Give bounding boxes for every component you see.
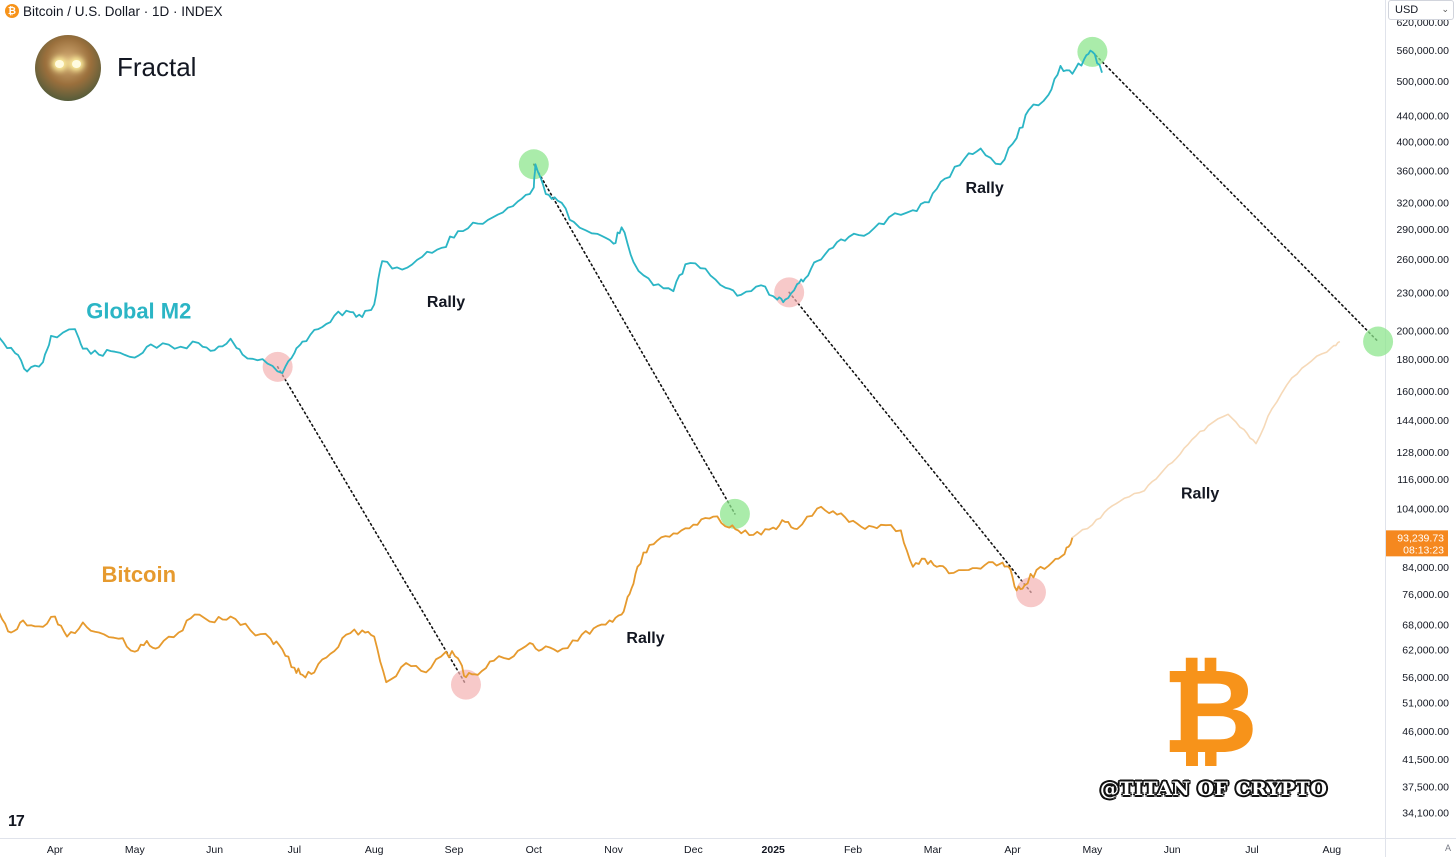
y-tick-label: 180,000.00 — [1396, 354, 1449, 366]
y-tick-label: 200,000.00 — [1396, 325, 1449, 337]
y-tick-label: 116,000.00 — [1397, 474, 1449, 486]
rally-label: Rally — [626, 630, 664, 647]
global-m2-line — [0, 49, 1103, 374]
y-tick-label: 68,000.00 — [1402, 619, 1449, 631]
rally-label: Rally — [1181, 485, 1219, 502]
time-scale[interactable]: Apr May Jun Jul Aug Sep Oct Nov Dec 2025 Feb Mar Apr… — [0, 838, 1456, 857]
y-tick-label: 440,000.00 — [1396, 111, 1449, 123]
bitcoin-coin-icon: ₿ — [5, 4, 19, 18]
y-tick-label: 260,000.00 — [1396, 254, 1449, 266]
last-price-box — [1386, 530, 1448, 557]
y-tick-label: 37,500.00 — [1402, 781, 1449, 793]
y-tick-label: 290,000.00 — [1396, 224, 1449, 236]
price-scale[interactable]: 34,100.00 37,500.00 41,500.00 46,000.00 51,0… — [1385, 0, 1450, 857]
lag-connector-line — [532, 163, 736, 515]
x-tick-label: Aug — [365, 844, 384, 856]
x-tick-label: Jul — [1245, 844, 1258, 856]
y-tick-label: 620,000.00 — [1396, 17, 1449, 29]
peak-marker — [518, 149, 549, 180]
currency-label: USD — [1395, 4, 1419, 16]
auto-scale-button[interactable]: A — [1445, 843, 1452, 853]
y-tick-label: 400,000.00 — [1396, 137, 1449, 149]
tradingview-logo-icon[interactable]: 17 — [8, 813, 25, 830]
x-tick-label: Jun — [206, 844, 223, 856]
lag-connector-line — [788, 291, 1032, 594]
x-tick-label: Mar — [924, 844, 943, 856]
bitcoin-price-line — [0, 505, 1074, 684]
x-tick-label: Jul — [288, 844, 301, 856]
peak-marker — [1363, 326, 1394, 357]
x-tick-label: May — [125, 844, 146, 856]
peak-marker — [719, 498, 750, 529]
bitcoin-logo-icon: ₿ — [1162, 642, 1258, 780]
y-tick-label: 34,100.00 — [1402, 807, 1449, 819]
y-tick-label: 560,000.00 — [1396, 45, 1449, 57]
x-tick-label: Apr — [47, 844, 64, 856]
y-tick-label: 230,000.00 — [1396, 287, 1449, 299]
lag-connector-line — [1091, 51, 1379, 343]
x-tick-label: Jun — [1164, 844, 1181, 856]
y-tick-label: 46,000.00 — [1402, 726, 1449, 738]
lag-connector-line — [276, 366, 467, 686]
y-tick-label: 76,000.00 — [1402, 589, 1449, 601]
y-tick-label: 62,000.00 — [1402, 645, 1449, 657]
x-tick-label: Dec — [684, 844, 703, 856]
bitcoin-projection-line — [1071, 340, 1341, 539]
x-tick-label: Sep — [445, 844, 464, 856]
x-tick-label: May — [1082, 844, 1103, 856]
trough-marker — [1015, 577, 1046, 608]
y-tick-label: 84,000.00 — [1402, 562, 1449, 574]
avatar-eye-icon — [55, 60, 64, 68]
y-tick-label: 41,500.00 — [1402, 754, 1449, 766]
author-name: Fractal — [117, 52, 197, 82]
x-tick-label: Apr — [1004, 844, 1021, 856]
avatar-eye-icon — [72, 60, 81, 68]
symbol-title: Bitcoin / U.S. Dollar · 1D · INDEX — [23, 3, 223, 19]
watermark-handle: @TITAN OF CRYPTO — [1100, 778, 1328, 800]
x-tick-label: Aug — [1322, 844, 1341, 856]
y-tick-label: 500,000.00 — [1396, 76, 1449, 88]
last-price-countdown: 08:13:23 — [1403, 544, 1444, 556]
y-tick-label: 360,000.00 — [1396, 165, 1449, 177]
x-tick-label: 2025 — [762, 844, 786, 856]
y-tick-label: 51,000.00 — [1402, 698, 1449, 710]
x-tick-label: Oct — [526, 844, 542, 856]
rally-label: Rally — [966, 180, 1004, 197]
y-tick-label: 128,000.00 — [1396, 447, 1449, 459]
series-label: Global M2 — [86, 298, 191, 323]
author-avatar — [35, 35, 101, 101]
symbol-header[interactable]: ₿ Bitcoin / U.S. Dollar · 1D · INDEX — [5, 3, 223, 19]
x-tick-label: Feb — [844, 844, 862, 856]
y-tick-label: 320,000.00 — [1396, 197, 1449, 209]
y-tick-label: 160,000.00 — [1396, 386, 1449, 398]
rally-label: Rally — [427, 294, 465, 311]
y-tick-label: 56,000.00 — [1402, 672, 1449, 684]
y-tick-label: 104,000.00 — [1396, 504, 1449, 516]
trough-marker — [262, 351, 293, 382]
y-tick-label: 144,000.00 — [1396, 415, 1449, 427]
currency-selector[interactable]: USD ⌄ — [1388, 0, 1454, 20]
trough-marker — [450, 669, 481, 700]
chevron-down-icon: ⌄ — [1441, 4, 1449, 14]
x-tick-label: Nov — [604, 844, 623, 856]
series-label: Bitcoin — [102, 562, 177, 587]
last-price-value: 93,239.73 — [1397, 532, 1444, 544]
